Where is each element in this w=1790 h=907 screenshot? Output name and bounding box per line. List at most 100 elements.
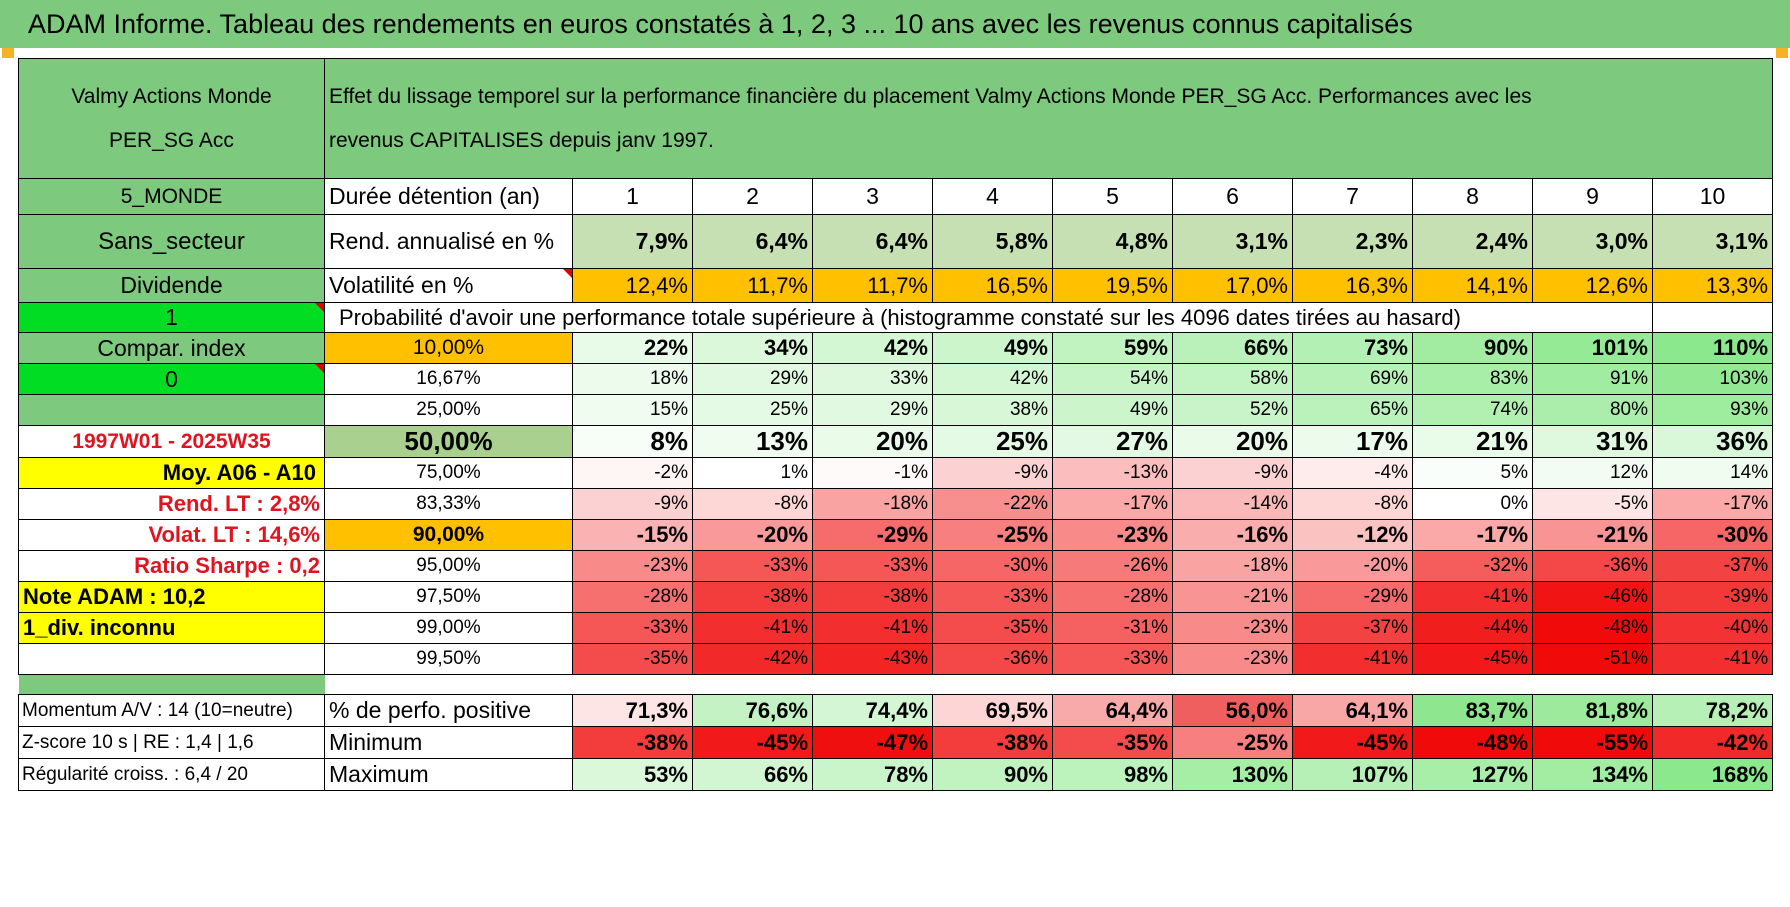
quantile-value: 17% <box>1292 425 1413 458</box>
quantile-value: -8% <box>692 488 813 520</box>
minimum-1: -38% <box>572 726 693 759</box>
quantile-value: -46% <box>1532 581 1653 613</box>
quantile-value: -2% <box>572 457 693 489</box>
quantile-value: -37% <box>1651 550 1774 582</box>
quantile-value: -41% <box>692 612 813 644</box>
volatility-10: 13,3% <box>1651 268 1774 303</box>
quantile-label: 90,00% <box>324 519 573 551</box>
quantile-value: -32% <box>1412 550 1533 582</box>
sharpe-ratio-cell: Ratio Sharpe : 0,2 <box>18 550 325 582</box>
quantile-value: 103% <box>1651 363 1774 395</box>
quantile-value: -14% <box>1172 488 1293 520</box>
quantile-value: -38% <box>812 581 933 613</box>
quantile-label: 95,00% <box>324 550 573 582</box>
quantile-value: -39% <box>1651 581 1774 613</box>
quantile-row: Volat. LT : 14,6% 90,00% -15% -20% -29% -25% -… <box>18 519 1774 551</box>
quantile-row: 99,50% -35% -42% -43% -36% -33% -23% -41% -45% -5… <box>18 643 1774 675</box>
quantile-value: -23% <box>1052 519 1173 551</box>
zscore-cell: Z-score 10 s | RE : 1,4 | 1,6 <box>18 726 325 759</box>
minimum-6: -25% <box>1172 726 1293 759</box>
report-banner-title: ADAM Informe. Tableau des rendements en … <box>0 0 1790 50</box>
period-cell: 1997W01 - 2025W35 <box>18 425 325 458</box>
sidebar-empty-cell <box>18 643 325 675</box>
quantile-value: -9% <box>932 457 1053 489</box>
maximum-1: 53% <box>572 758 693 791</box>
quantile-value: -41% <box>1651 643 1774 675</box>
quantile-value: 20% <box>1172 425 1293 458</box>
quantile-value: -29% <box>1292 581 1413 613</box>
positive-performance-6: 56,0% <box>1172 694 1293 727</box>
quantile-value: 49% <box>1052 394 1173 426</box>
quantile-value: -8% <box>1292 488 1413 520</box>
minimum-3: -47% <box>812 726 933 759</box>
maximum-7: 107% <box>1292 758 1413 791</box>
quantile-value: -33% <box>812 550 933 582</box>
annualized-return-3: 6,4% <box>812 214 933 269</box>
quantile-value: -30% <box>1651 519 1774 551</box>
positive-performance-8: 83,7% <box>1412 694 1533 727</box>
quantile-value: -48% <box>1532 612 1653 644</box>
quantile-label: 99,50% <box>324 643 573 675</box>
sidebar-empty-cell <box>18 394 325 426</box>
maximum-2: 66% <box>692 758 813 791</box>
quantile-value: 38% <box>932 394 1053 426</box>
compar-flag-cell: 0 <box>18 363 325 395</box>
quantile-row: 1_div. inconnu 99,00% -33% -41% -41% -35% -31%… <box>18 612 1774 644</box>
volatility-9: 12,6% <box>1532 268 1653 303</box>
quantile-value: 31% <box>1532 425 1653 458</box>
quantile-value: -38% <box>692 581 813 613</box>
annualized-return-label: Rend. annualisé en % <box>324 214 573 269</box>
quantile-value: 29% <box>692 363 813 395</box>
maximum-9: 134% <box>1532 758 1653 791</box>
maximum-6: 130% <box>1172 758 1293 791</box>
fund-description-line2: revenus CAPITALISES depuis janv 1997. <box>329 128 714 152</box>
performance-sheet: Valmy Actions Monde PER_SG Acc Effet du … <box>18 58 1774 888</box>
quantile-value: -35% <box>572 643 693 675</box>
quantile-value: -31% <box>1052 612 1173 644</box>
quantile-row: 25,00% 15% 25% 29% 38% 49% 52% 65% 74% 80% 93% <box>18 394 1774 426</box>
summary-row: Z-score 10 s | RE : 1,4 | 1,6 Minimum -38%… <box>18 726 1774 759</box>
quantile-value: -25% <box>932 519 1053 551</box>
quantile-value: 36% <box>1651 425 1774 458</box>
quantile-value: 93% <box>1651 394 1774 426</box>
quantile-value: -18% <box>812 488 933 520</box>
quantile-value: 110% <box>1651 332 1774 364</box>
quantile-value: -43% <box>812 643 933 675</box>
quantile-value: 42% <box>932 363 1053 395</box>
quantile-value: 49% <box>932 332 1053 364</box>
positive-performance-7: 64,1% <box>1292 694 1413 727</box>
positive-performance-label: % de perfo. positive <box>324 694 573 727</box>
volatility-2: 11,7% <box>692 268 813 303</box>
quantile-value: 73% <box>1292 332 1413 364</box>
year-header-8: 8 <box>1412 178 1533 215</box>
quantile-label: 83,33% <box>324 488 573 520</box>
quantile-value: -33% <box>1052 643 1173 675</box>
quantile-value: -5% <box>1532 488 1653 520</box>
quantile-value: -23% <box>572 550 693 582</box>
minimum-10: -42% <box>1651 726 1774 759</box>
quantile-value: -40% <box>1651 612 1774 644</box>
quantile-value: -18% <box>1172 550 1293 582</box>
quantile-value: -33% <box>692 550 813 582</box>
quantile-value: -30% <box>932 550 1053 582</box>
quantile-value: -17% <box>1651 488 1774 520</box>
quantile-value: 22% <box>572 332 693 364</box>
quantile-value: 83% <box>1412 363 1533 395</box>
spacer-row <box>18 674 1773 695</box>
quantile-label: 75,00% <box>324 457 573 489</box>
quantile-label: 97,50% <box>324 581 573 613</box>
quantile-value: 20% <box>812 425 933 458</box>
annualized-return-1: 7,9% <box>572 214 693 269</box>
fund-description-line1: Effet du lissage temporel sur la perform… <box>329 84 1532 108</box>
quantile-value: 80% <box>1532 394 1653 426</box>
quantile-label: 50,00% <box>324 425 573 458</box>
year-header-4: 4 <box>932 178 1053 215</box>
quantile-value: 33% <box>812 363 933 395</box>
quantile-value: -41% <box>1412 581 1533 613</box>
minimum-4: -38% <box>932 726 1053 759</box>
quantile-row: 1997W01 - 2025W35 50,00% 8% 13% 20% 25% 27% 20%… <box>18 425 1774 458</box>
quantile-value: -15% <box>572 519 693 551</box>
quantile-value: 69% <box>1292 363 1413 395</box>
probability-title-row: 1 Probabilité d'avoir une performance to… <box>18 302 1774 333</box>
maximum-10: 168% <box>1651 758 1774 791</box>
